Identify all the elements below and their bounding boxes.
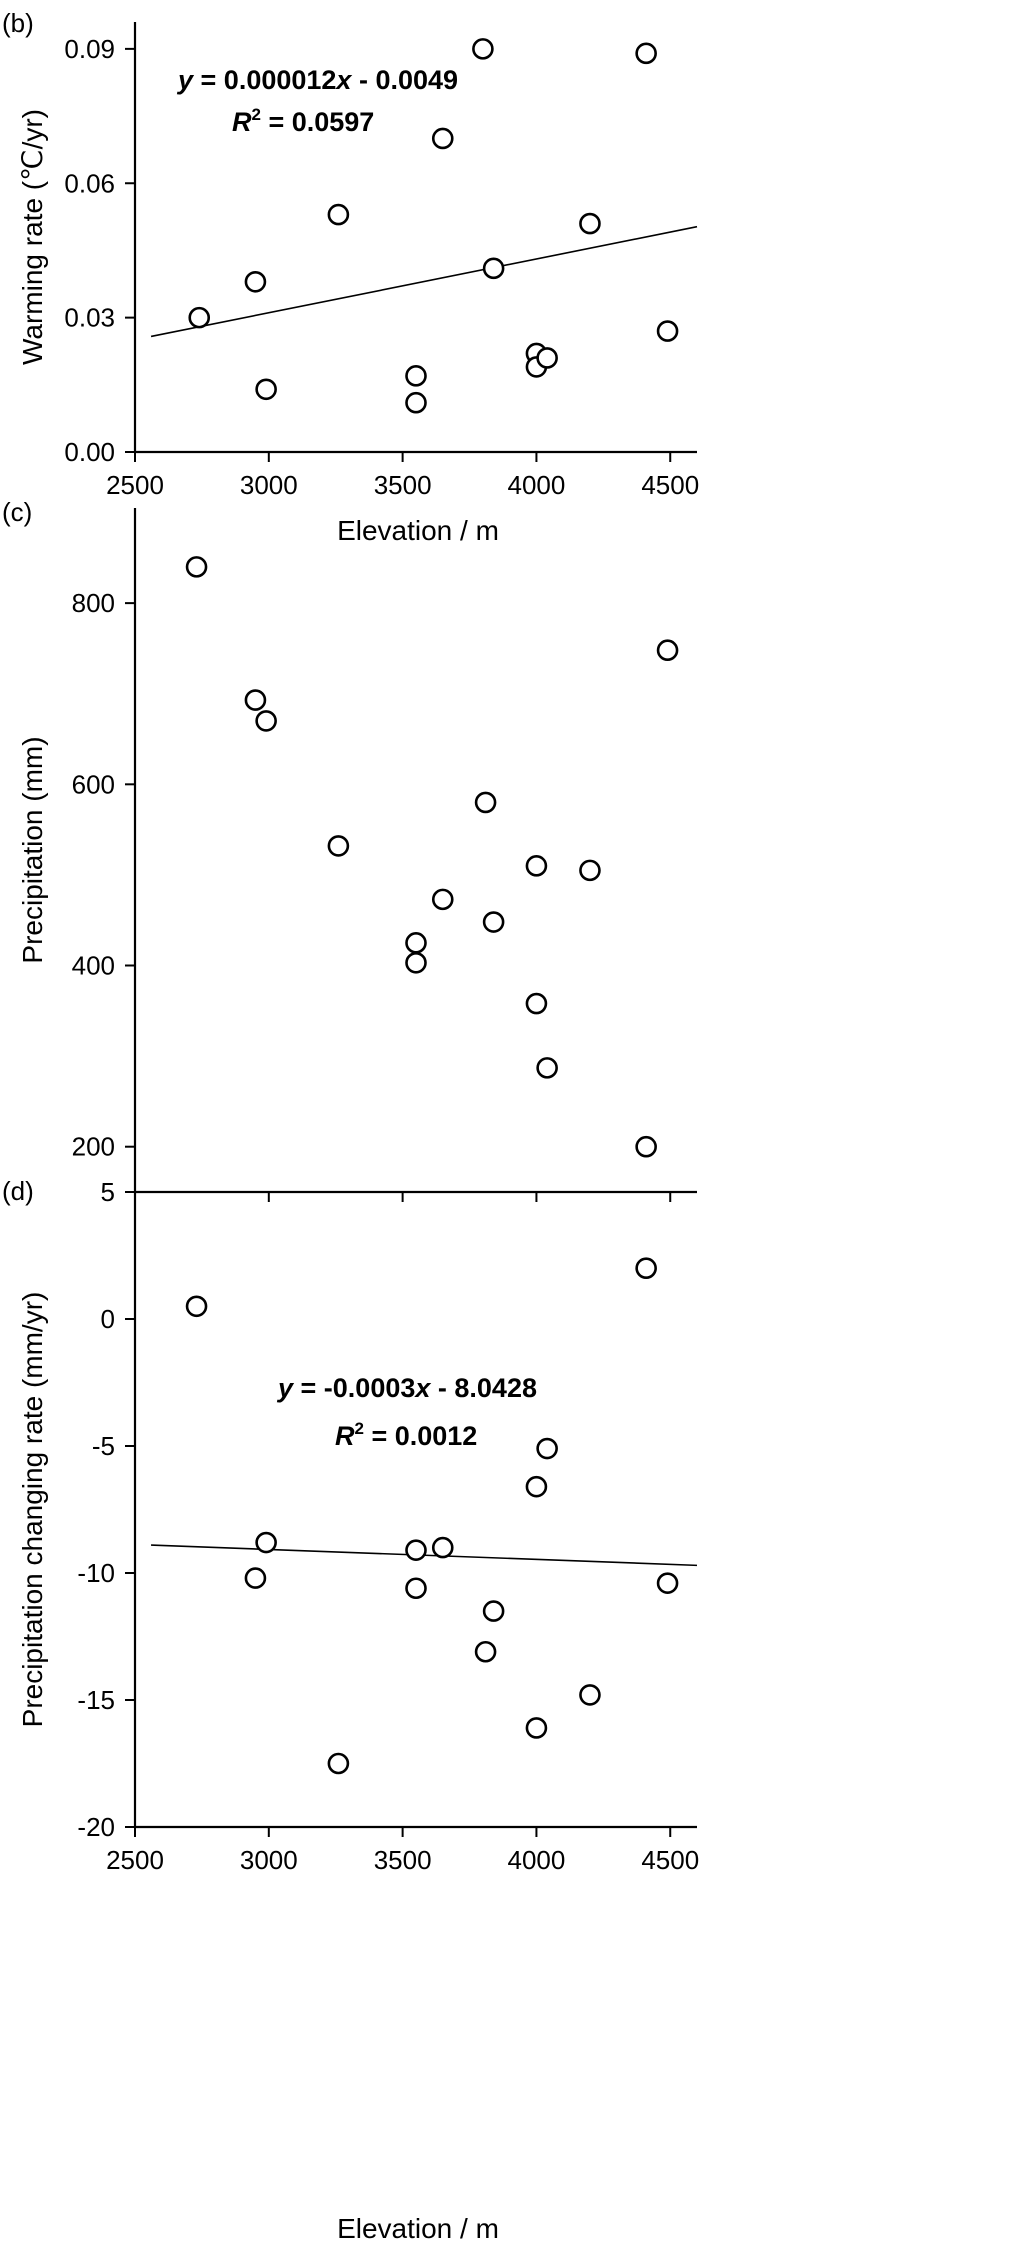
data-point xyxy=(482,1600,505,1622)
x-tick-label: 3500 xyxy=(374,1845,432,1875)
regression-equation: y = -0.0003x - 8.0428 xyxy=(276,1373,537,1403)
data-point xyxy=(656,639,679,662)
data-point xyxy=(405,391,427,414)
panel-label: (c) xyxy=(2,497,32,527)
x-tick-label: 2500 xyxy=(106,1845,164,1875)
data-point xyxy=(635,1135,657,1158)
data-point xyxy=(472,38,494,60)
data-point xyxy=(255,378,277,401)
data-point xyxy=(536,1057,558,1079)
data-point xyxy=(536,347,558,369)
data-point xyxy=(656,320,679,342)
data-point xyxy=(405,1577,427,1600)
y-tick-label: 600 xyxy=(72,769,115,799)
data-point xyxy=(579,1684,601,1706)
y-axis-title: Precipitation changing rate (mm/yr) xyxy=(17,1292,48,1728)
panel-label: (d) xyxy=(2,1176,34,1206)
x-tick-label: 4500 xyxy=(641,1845,699,1875)
data-point xyxy=(635,1257,657,1279)
data-point xyxy=(431,888,454,911)
y-tick-label: -20 xyxy=(77,1812,115,1842)
y-tick-label: 0.09 xyxy=(64,34,115,64)
data-point xyxy=(405,951,427,974)
y-tick-label: 800 xyxy=(72,588,115,618)
data-point xyxy=(327,835,350,857)
y-tick-label: 0.03 xyxy=(64,303,115,333)
data-point xyxy=(255,710,277,732)
x-tick-label: 3000 xyxy=(240,470,298,500)
chart-panel-2: 200 400 600 800 (c) Precipitation (mm) xyxy=(2,497,697,1202)
r-squared-label: R2 = 0.0597 xyxy=(232,105,374,137)
y-tick-label: 0 xyxy=(101,1304,115,1334)
x-tick-label: 4500 xyxy=(641,470,699,500)
data-point xyxy=(525,1475,548,1498)
data-point xyxy=(635,42,657,65)
y-tick-label: 400 xyxy=(72,951,115,981)
y-tick-label: 0.00 xyxy=(64,437,115,467)
data-point xyxy=(656,1572,679,1594)
data-point xyxy=(327,203,350,226)
data-point xyxy=(474,791,497,814)
x-tick-label: 4000 xyxy=(508,470,566,500)
panel-label: (b) xyxy=(2,8,34,38)
regression-line xyxy=(150,225,698,338)
data-point xyxy=(474,1640,497,1663)
data-point xyxy=(185,556,208,578)
data-point xyxy=(244,1567,267,1589)
data-point xyxy=(525,855,548,877)
y-tick-label: 5 xyxy=(101,1177,115,1207)
x-tick-label: 2500 xyxy=(106,470,164,500)
data-point xyxy=(525,992,548,1015)
x-tick-label: 3000 xyxy=(240,1845,298,1875)
y-tick-label: -10 xyxy=(77,1558,115,1588)
y-axis-title: Precipitation (mm) xyxy=(17,736,48,963)
data-point xyxy=(525,1717,548,1739)
data-point xyxy=(405,1539,427,1561)
data-point xyxy=(405,932,427,954)
data-point xyxy=(185,1295,208,1318)
y-tick-label: -15 xyxy=(77,1685,115,1715)
data-point xyxy=(536,1437,558,1460)
data-point xyxy=(431,1536,454,1559)
y-tick-label: 0.06 xyxy=(64,168,115,198)
data-point xyxy=(405,365,427,387)
data-point xyxy=(327,1752,350,1775)
data-point xyxy=(579,212,601,235)
x-tick-label: 3500 xyxy=(374,470,432,500)
x-axis-title: Elevation / m xyxy=(337,515,499,546)
data-point xyxy=(255,1531,277,1554)
data-point xyxy=(244,270,267,293)
y-tick-label: -5 xyxy=(92,1431,115,1461)
y-tick-label: 200 xyxy=(72,1132,115,1162)
data-point xyxy=(482,911,505,933)
data-point xyxy=(579,859,601,882)
x-axis-title: Elevation / m xyxy=(337,2213,499,2244)
r-squared-label: R2 = 0.0012 xyxy=(335,1419,477,1451)
data-point xyxy=(482,257,505,280)
regression-equation: y = 0.000012x - 0.0049 xyxy=(176,65,458,95)
chart-panel-1: 0.00 0.03 0.06 0.09 2500 3000 3500 4000 4500 (b) W… xyxy=(2,8,699,546)
y-axis-title: Warming rate (℃/yr) xyxy=(17,109,48,365)
data-point xyxy=(431,127,454,150)
data-point xyxy=(244,689,267,711)
x-tick-label: 4000 xyxy=(508,1845,566,1875)
data-point xyxy=(188,306,211,329)
